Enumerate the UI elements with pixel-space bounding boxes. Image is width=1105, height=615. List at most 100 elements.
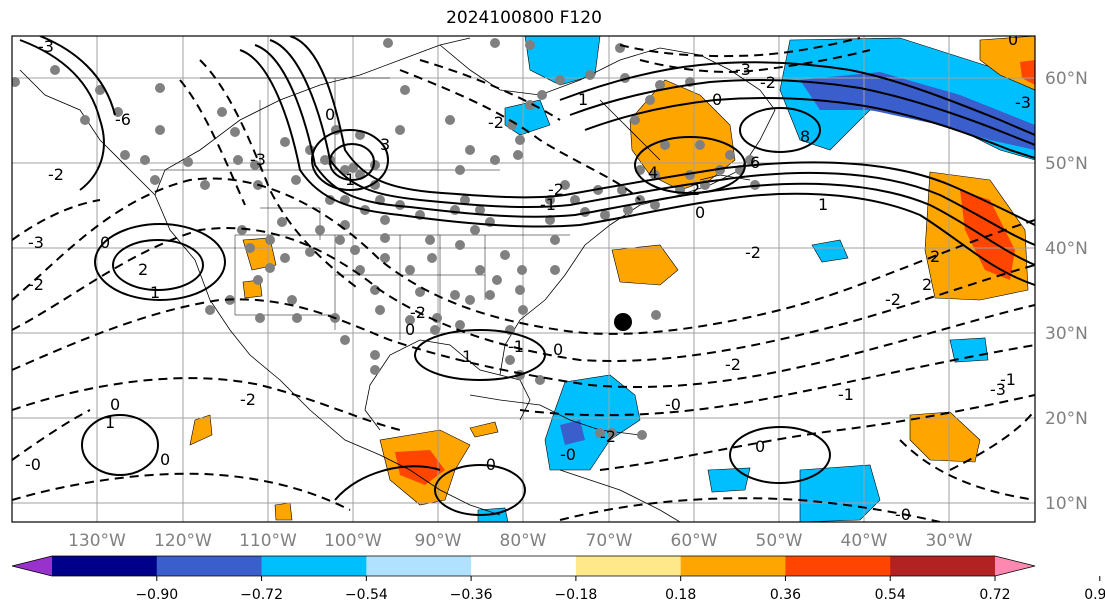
lon-label: 30°W bbox=[926, 531, 973, 551]
map-title: 2024100800 F120 bbox=[446, 8, 602, 28]
contour-label: -2 bbox=[600, 427, 616, 446]
colorbar-tick-label: −0.36 bbox=[450, 587, 493, 603]
contour-label: -1 bbox=[508, 337, 524, 356]
contour-label: 1 bbox=[462, 347, 472, 366]
dashed-contour-lines bbox=[12, 37, 1035, 522]
political-boundaries bbox=[150, 77, 570, 340]
contour-label: -3 bbox=[250, 150, 266, 169]
colorbar-outline bbox=[11, 555, 1036, 577]
contour-label: 6 bbox=[750, 153, 760, 172]
storm-center-marker bbox=[614, 313, 632, 331]
contour-label: -2 bbox=[725, 355, 741, 374]
contour-label: 1 bbox=[150, 283, 160, 302]
contour-label: 2 bbox=[690, 180, 700, 199]
contour-label: -0 bbox=[480, 455, 496, 474]
colorbar-tick-label: −0.54 bbox=[345, 587, 388, 603]
colorbar-segment bbox=[52, 556, 158, 576]
contour-label: 1 bbox=[105, 413, 115, 432]
contour-label: 3 bbox=[380, 135, 390, 154]
lat-label: 20°N bbox=[1045, 409, 1088, 429]
observation-stations bbox=[12, 38, 760, 440]
contour-label: 0 bbox=[110, 395, 120, 414]
colorbar-segment bbox=[680, 556, 786, 576]
contour-label: -3 bbox=[1015, 93, 1031, 112]
map-border bbox=[11, 35, 1036, 523]
colorbar-segment bbox=[261, 556, 367, 576]
contour-label: 0 bbox=[325, 105, 335, 124]
contour-label: -3 bbox=[38, 37, 54, 56]
positive-anomaly-mid-atlantic bbox=[611, 244, 679, 286]
contour-label: -0 bbox=[665, 395, 681, 414]
contour-lines bbox=[19, 36, 1035, 516]
lon-label: 120°W bbox=[154, 531, 212, 551]
contour-label: -3 bbox=[990, 380, 1006, 399]
positive-anomaly-northeast bbox=[979, 36, 1035, 91]
colorbar-tick-label: −0.90 bbox=[135, 587, 178, 603]
contour-label: -2 bbox=[240, 390, 256, 409]
lon-label: 70°W bbox=[586, 531, 633, 551]
graticule bbox=[12, 36, 1035, 522]
lat-label: 40°N bbox=[1045, 239, 1088, 259]
lat-label: 30°N bbox=[1045, 324, 1088, 344]
latitude-labels: 60°N 50°N 40°N 30°N 20°N 10°N bbox=[1045, 69, 1088, 514]
contour-label: -2 bbox=[410, 303, 426, 322]
contour-label: -3 bbox=[28, 233, 44, 252]
contour-label: 0 bbox=[1008, 30, 1018, 49]
contour-label: -0 bbox=[560, 445, 576, 464]
lon-label: 60°W bbox=[671, 531, 718, 551]
contour-label: -2 bbox=[488, 113, 504, 132]
lon-label: 40°W bbox=[841, 531, 888, 551]
lon-label: 90°W bbox=[415, 531, 462, 551]
contour-label: -0 bbox=[25, 455, 41, 474]
colorbar-extend-low bbox=[12, 556, 52, 576]
contour-label: 4 bbox=[648, 163, 658, 182]
contour-label: 0 bbox=[755, 437, 765, 456]
lon-label: 50°W bbox=[756, 531, 803, 551]
colorbar-segment bbox=[575, 556, 682, 576]
contour-labels: -3 -6 -2 -3 0 -2 2 1 0 1 -3 -2 0 3 -3 -2… bbox=[25, 30, 1031, 522]
contour-label: -2 bbox=[745, 243, 761, 262]
contour-label: -2 bbox=[760, 73, 776, 92]
strong-negative-anomaly-north-atlantic bbox=[800, 72, 1035, 150]
contour-label: -2 bbox=[48, 165, 64, 184]
lon-label: 80°W bbox=[500, 531, 547, 551]
colorbar-extend-high bbox=[995, 556, 1035, 576]
colorbar-segment bbox=[785, 556, 891, 576]
colorbar bbox=[11, 555, 1101, 581]
contour-label: 1 bbox=[818, 195, 828, 214]
contour-label: -1 bbox=[1000, 370, 1016, 389]
contour-label: -2 bbox=[28, 275, 44, 294]
colorbar-tick-label: 0.18 bbox=[665, 587, 696, 603]
colorbar-tick-label: −0.18 bbox=[554, 587, 597, 603]
contour-label: -1 bbox=[838, 385, 854, 404]
colorbar-segment bbox=[471, 556, 577, 576]
contour-label: 0 bbox=[405, 320, 415, 339]
colorbar-tick-label: 0.54 bbox=[875, 587, 906, 603]
colorbar-tick-label: −0.72 bbox=[240, 587, 283, 603]
contour-label: -1 bbox=[540, 195, 556, 214]
contour-label: 1 bbox=[578, 90, 588, 109]
contour-label: -3 bbox=[735, 60, 751, 79]
contour-label: -6 bbox=[115, 110, 131, 129]
contour-label: 1 bbox=[345, 170, 355, 189]
lat-label: 60°N bbox=[1045, 69, 1088, 89]
contour-label: 0 bbox=[100, 233, 110, 252]
contour-label: 0 bbox=[553, 340, 563, 359]
contour-label: -2 bbox=[548, 180, 564, 199]
lat-label: 50°N bbox=[1045, 154, 1088, 174]
positive-anomaly-southeast-atlantic bbox=[909, 411, 981, 463]
contour-label: 0 bbox=[712, 90, 722, 109]
colorbar-segment bbox=[366, 556, 472, 576]
colorbar-segment bbox=[890, 556, 996, 576]
longitude-labels: 130°W 120°W 110°W 100°W 90°W 80°W 70°W 6… bbox=[68, 531, 973, 551]
colorbar-tick-label: 0.36 bbox=[770, 587, 801, 603]
contour-label: 2 bbox=[930, 247, 940, 266]
contour-label: 0 bbox=[160, 450, 170, 469]
contour-label: 8 bbox=[800, 127, 810, 146]
lon-label: 130°W bbox=[68, 531, 126, 551]
lon-label: 110°W bbox=[239, 531, 297, 551]
negative-anomaly-labrador bbox=[524, 36, 601, 86]
colorbar-segment bbox=[156, 556, 263, 576]
contour-label: 0 bbox=[695, 203, 705, 222]
